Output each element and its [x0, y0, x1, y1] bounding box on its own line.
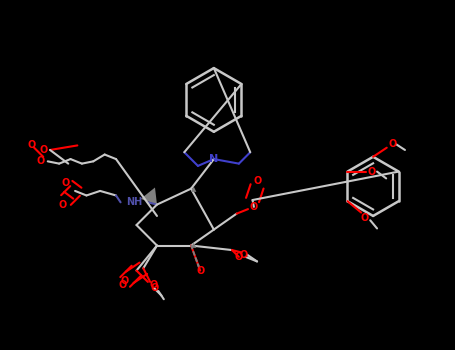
Text: ▲: ▲ — [191, 186, 196, 192]
Text: O: O — [254, 176, 262, 186]
Text: O: O — [389, 139, 397, 149]
Text: O: O — [62, 178, 70, 188]
Text: O: O — [151, 283, 159, 293]
Polygon shape — [141, 188, 157, 204]
Text: O: O — [250, 202, 258, 212]
Text: O: O — [39, 145, 47, 155]
Text: NH: NH — [126, 197, 142, 207]
Text: O: O — [28, 140, 36, 150]
Text: O: O — [361, 214, 369, 223]
Text: O: O — [37, 156, 45, 166]
Text: ▲: ▲ — [191, 243, 196, 248]
Text: O: O — [58, 199, 66, 210]
Text: O: O — [368, 167, 376, 177]
Text: O: O — [150, 280, 158, 290]
Text: O: O — [239, 250, 248, 260]
Text: O: O — [196, 266, 204, 275]
Text: O: O — [119, 280, 127, 290]
Text: N: N — [209, 154, 218, 164]
Text: O: O — [120, 276, 128, 286]
Text: O: O — [235, 252, 243, 262]
